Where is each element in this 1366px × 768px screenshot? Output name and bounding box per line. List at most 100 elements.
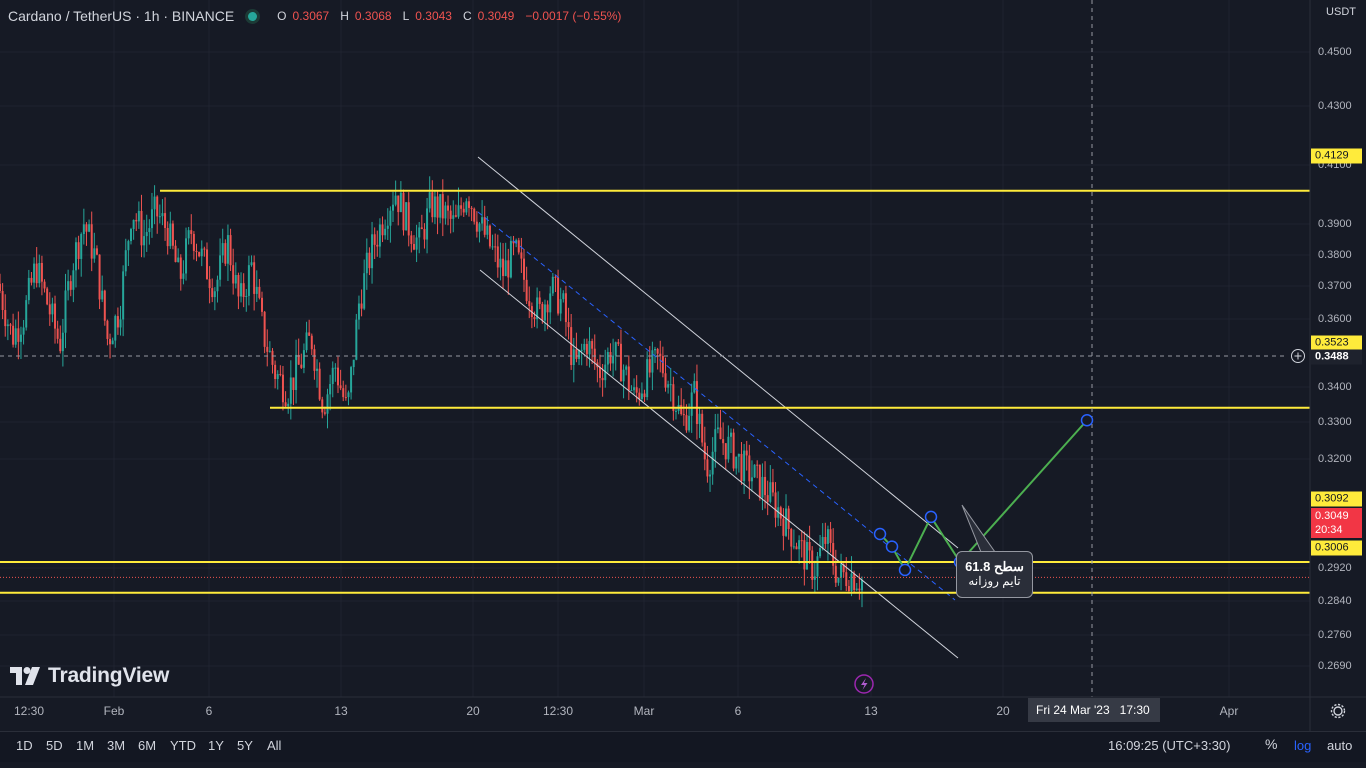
price-tick: 0.4300 — [1318, 100, 1352, 112]
candle-body — [648, 359, 651, 373]
candle-body — [674, 410, 677, 412]
high-label: H — [340, 9, 349, 23]
crosshair-plus-icon[interactable] — [1291, 349, 1305, 363]
candle-body — [276, 374, 279, 380]
fib-callout[interactable]: سطح 61.8 تایم روزانه — [956, 551, 1033, 598]
candle-body — [651, 350, 654, 373]
candle-body — [101, 290, 104, 300]
candle-body — [386, 225, 389, 229]
candle-body — [509, 240, 512, 278]
currency-label[interactable]: USDT — [1326, 6, 1356, 18]
range-button-1y[interactable]: 1Y — [208, 738, 224, 753]
candle-body — [344, 397, 347, 399]
candle-body — [643, 393, 646, 398]
range-button-1m[interactable]: 1M — [76, 738, 95, 753]
percent-scale-toggle[interactable]: % — [1265, 736, 1278, 752]
candle-body — [234, 275, 237, 284]
candle-body — [205, 249, 208, 280]
candle-body — [195, 250, 198, 253]
low-label: L — [402, 9, 410, 23]
candle-body — [667, 384, 670, 388]
close-label: C — [462, 9, 472, 23]
candle-body — [536, 297, 539, 320]
candle-body — [420, 227, 423, 229]
alert-lightning-icon[interactable] — [854, 674, 874, 694]
candle-body — [654, 348, 657, 351]
range-button-5y[interactable]: 5Y — [237, 738, 253, 753]
candle-body — [709, 474, 712, 477]
candle-body — [392, 204, 395, 211]
candle-body — [43, 281, 46, 289]
range-button-1d[interactable]: 1D — [16, 738, 33, 753]
candle-body — [253, 262, 256, 294]
candle-body — [706, 459, 709, 477]
candle-body — [323, 412, 326, 414]
candle-body — [373, 234, 376, 245]
candle-body — [538, 297, 541, 304]
candle-body — [426, 208, 429, 240]
candle-body — [452, 215, 455, 219]
settings-gear-icon[interactable] — [1330, 703, 1346, 719]
candle-body — [119, 319, 122, 328]
candle-body — [376, 244, 379, 247]
range-button-3m[interactable]: 3M — [107, 738, 126, 753]
candle-body — [339, 385, 342, 389]
candle-body — [292, 377, 295, 391]
candle-body — [758, 464, 761, 498]
candle-body — [130, 229, 133, 242]
candle-body — [64, 290, 67, 333]
candle-body — [148, 228, 151, 233]
candle-body — [761, 476, 764, 498]
candle-body — [313, 349, 316, 371]
projection-node — [898, 563, 912, 577]
candle-body — [457, 205, 460, 217]
tradingview-logo[interactable]: TradingView — [10, 664, 169, 688]
candle-body — [562, 293, 565, 300]
candle-body — [583, 343, 586, 350]
candle-body — [51, 303, 54, 315]
candle-body — [659, 353, 662, 356]
candle-body — [284, 402, 287, 407]
range-button-6m[interactable]: 6M — [138, 738, 157, 753]
range-button-5d[interactable]: 5D — [46, 738, 63, 753]
candle-body — [40, 262, 43, 282]
candle-body — [350, 367, 353, 393]
candle-body — [279, 374, 282, 376]
candle-body — [300, 364, 303, 368]
candle-body — [415, 237, 418, 250]
candle-body — [614, 342, 617, 356]
clock-timezone[interactable]: 16:09:25 (UTC+3:30) — [1108, 738, 1231, 753]
candle-body — [798, 540, 801, 550]
candle-body — [38, 262, 41, 284]
candle-body — [504, 260, 507, 277]
candle-body — [48, 304, 51, 315]
time-tick: Apr — [1219, 704, 1239, 718]
candle-body — [564, 293, 567, 323]
candle-body — [559, 299, 562, 314]
candle-body — [245, 295, 248, 297]
log-scale-toggle[interactable]: log — [1294, 738, 1312, 753]
candle-body — [685, 415, 688, 431]
price-tick: 0.3900 — [1318, 218, 1352, 230]
candle-body — [219, 255, 222, 280]
candle-body — [601, 377, 604, 381]
projection-node — [1080, 414, 1094, 427]
range-button-all[interactable]: All — [267, 738, 282, 753]
auto-scale-toggle[interactable]: auto — [1327, 738, 1353, 753]
candle-body — [347, 392, 350, 398]
candle-body — [656, 348, 659, 354]
candle-body — [25, 300, 28, 328]
candle-body — [766, 495, 769, 502]
range-button-ytd[interactable]: YTD — [170, 738, 196, 753]
candle-body — [90, 224, 93, 259]
symbol-title[interactable]: Cardano / TetherUS · 1h · BINANCE — [8, 8, 235, 24]
crosshair-time-tag: Fri 24 Mar '23 17:30 — [1028, 698, 1160, 722]
candle-body — [444, 205, 447, 219]
candle-body — [847, 586, 850, 592]
change-value: −0.0017 (−0.55%) — [525, 9, 622, 23]
candle-body — [845, 572, 848, 587]
candle-body — [140, 210, 143, 246]
candle-body — [447, 205, 450, 211]
time-tick: 20 — [996, 704, 1010, 718]
